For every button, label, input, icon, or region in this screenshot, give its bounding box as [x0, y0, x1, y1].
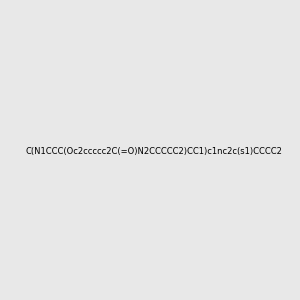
Text: C(N1CCC(Oc2ccccc2C(=O)N2CCCCC2)CC1)c1nc2c(s1)CCCC2: C(N1CCC(Oc2ccccc2C(=O)N2CCCCC2)CC1)c1nc2… [25, 147, 282, 156]
